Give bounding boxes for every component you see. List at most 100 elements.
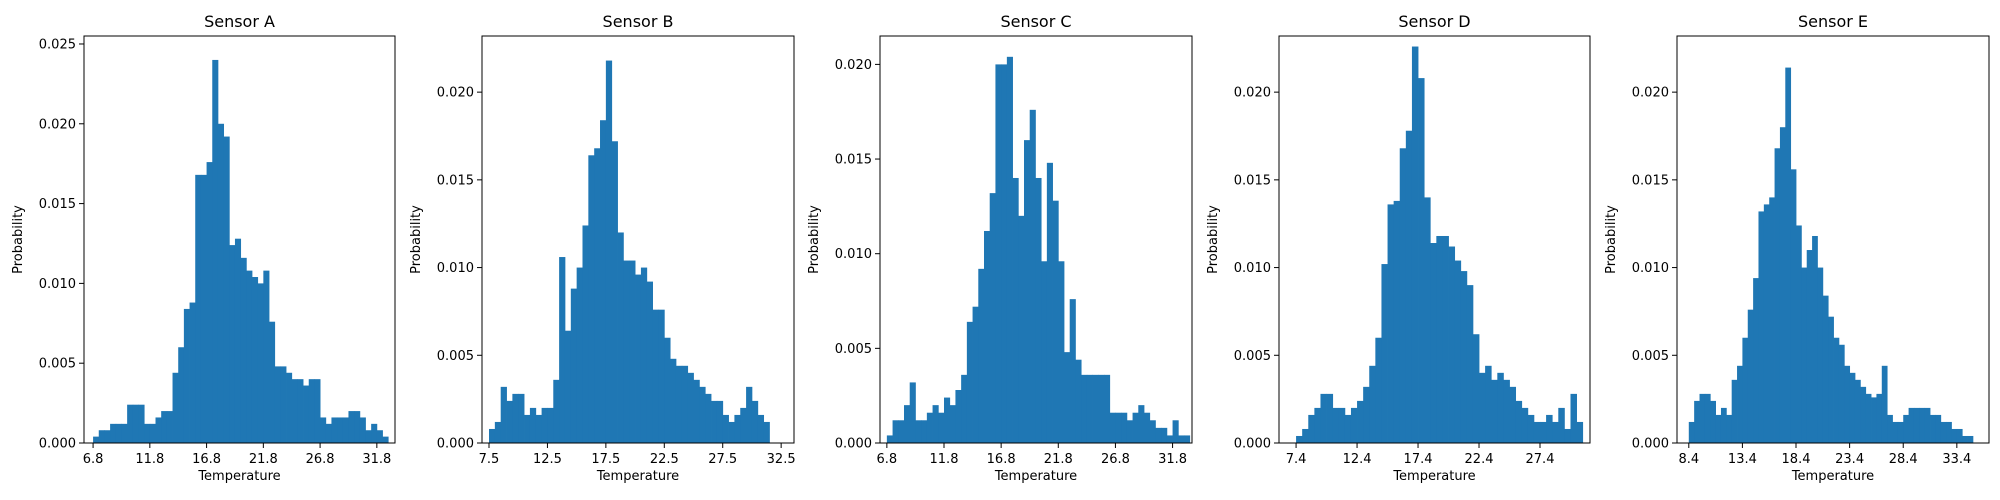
x-tick-label: 21.8: [1044, 452, 1073, 467]
histogram-bar: [1704, 393, 1711, 443]
y-tick-label: 0.000: [437, 437, 474, 452]
histogram-bar: [178, 347, 185, 443]
x-tick-label: 32.5: [767, 452, 796, 467]
histogram-bar: [1731, 379, 1738, 443]
histogram-bar: [1812, 235, 1818, 443]
histogram-bar: [740, 407, 747, 443]
histogram-bar: [524, 414, 531, 443]
histogram-bar: [1747, 309, 1754, 443]
x-tick-label: 27.4: [1526, 452, 1555, 467]
histogram-bar: [553, 379, 560, 443]
histogram-bar: [110, 423, 117, 443]
histogram-bar: [1924, 407, 1931, 443]
x-tick-label: 18.4: [1782, 452, 1811, 467]
histogram-bar: [127, 404, 134, 443]
histogram-bar: [1479, 372, 1486, 443]
y-axis-label: Probability: [11, 205, 26, 274]
histogram-bar: [722, 414, 729, 443]
histogram-bar: [138, 404, 145, 443]
x-axis-label: Temperature: [596, 469, 679, 484]
histogram-bar: [757, 414, 765, 443]
histogram-bar: [1774, 148, 1781, 443]
histogram-bar: [1081, 374, 1088, 443]
axes-frame: [1278, 35, 1591, 444]
histogram-bar: [1509, 386, 1517, 443]
histogram-bar: [1533, 421, 1541, 443]
histogram-bar: [763, 421, 770, 443]
histogram-bar: [921, 420, 928, 443]
histogram-bar: [1086, 374, 1093, 443]
histogram-bar: [1132, 412, 1139, 443]
histogram-bar: [611, 141, 618, 443]
histogram-bar: [1006, 56, 1013, 443]
histogram-bar: [1138, 405, 1145, 443]
histogram-bar: [1161, 427, 1168, 443]
histogram-bar: [1892, 421, 1899, 443]
histogram-bar: [1753, 278, 1759, 443]
histogram-bar: [1919, 407, 1926, 443]
x-axis-label: Temperature: [197, 469, 280, 484]
histogram-bar: [166, 411, 173, 443]
y-tick-label: 0.005: [437, 349, 474, 364]
histogram-bar: [506, 400, 513, 443]
histogram-bar: [1326, 393, 1334, 443]
histogram-bar: [1069, 299, 1076, 443]
histogram-bar: [291, 379, 298, 443]
histogram-bar: [104, 430, 111, 443]
histogram-bar: [978, 268, 985, 443]
histogram-bar: [1369, 365, 1376, 443]
histogram-bar: [652, 309, 659, 443]
histogram-bar: [500, 386, 507, 443]
histogram-bar: [1064, 352, 1071, 443]
histogram-bar: [1897, 421, 1904, 443]
histogram-bar: [1564, 428, 1571, 443]
histogram-bar: [1828, 316, 1834, 443]
histogram-bar: [1430, 243, 1437, 443]
histogram-bar: [518, 393, 525, 443]
x-tick-label: 26.8: [1101, 452, 1130, 467]
histogram-bar: [1357, 400, 1364, 443]
histogram-bar: [149, 423, 156, 443]
histogram-bar: [144, 423, 151, 443]
histogram-bar: [529, 407, 537, 443]
histogram-bar: [1865, 393, 1872, 443]
histogram-bar: [1075, 359, 1082, 443]
histogram-bar: [1121, 412, 1128, 443]
histogram-bar: [1838, 344, 1845, 443]
histogram-bar: [337, 417, 344, 443]
histogram-bar: [1018, 215, 1025, 443]
histogram-bar: [206, 162, 213, 443]
histogram-bar: [155, 417, 162, 443]
histogram-bar: [1726, 414, 1733, 443]
histogram-bar: [1962, 435, 1968, 443]
histogram-bar: [570, 288, 578, 443]
histogram-bar: [234, 238, 242, 443]
histogram-bar: [687, 372, 694, 443]
histogram-bar: [693, 379, 700, 443]
x-tick-label: 28.4: [1889, 452, 1918, 467]
histogram-bar: [1314, 407, 1321, 443]
histogram-bar: [1041, 261, 1048, 443]
histogram-bar: [1144, 412, 1151, 443]
x-tick-label: 27.5: [708, 452, 737, 467]
histogram-bar: [535, 414, 542, 443]
histogram-bar: [1930, 414, 1936, 443]
histogram-bar: [751, 400, 759, 443]
y-tick-label: 0.015: [437, 173, 474, 188]
histogram-bar: [1436, 235, 1443, 443]
histogram-bar: [121, 423, 128, 443]
histogram-bar: [1497, 372, 1504, 443]
histogram-bar: [1046, 162, 1053, 443]
y-tick-label: 0.000: [1234, 437, 1271, 452]
histogram-bar: [1576, 421, 1584, 443]
histogram-bar: [1092, 374, 1099, 443]
histogram-bar: [1742, 337, 1749, 443]
histogram-bar: [240, 257, 247, 443]
histogram-bar: [1350, 407, 1358, 443]
histogram-bar: [303, 385, 310, 443]
y-axis-label: Probability: [807, 205, 822, 274]
histogram-bar: [1296, 435, 1303, 443]
histogram-bar: [280, 366, 287, 443]
x-tick-label: 17.5: [591, 452, 620, 467]
histogram-bar: [746, 386, 753, 443]
